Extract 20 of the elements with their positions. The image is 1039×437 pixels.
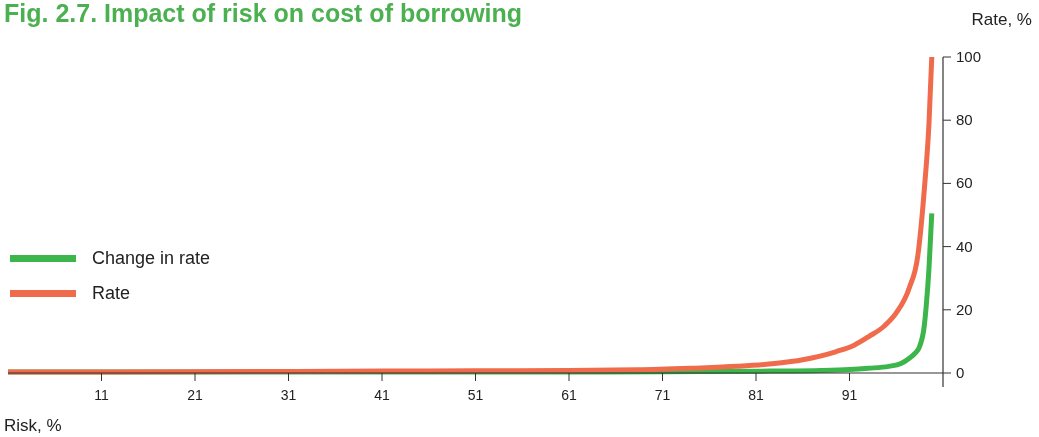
x-tick-label: 31 [280, 387, 297, 403]
y-tick-label: 0 [956, 364, 965, 381]
y-axis-title: Rate, % [971, 10, 1032, 29]
x-tick-label: 51 [467, 387, 484, 403]
y-tick-label: 80 [956, 111, 973, 129]
y-tick-label: 60 [956, 174, 973, 192]
y-tick-label: 100 [956, 48, 982, 65]
x-tick-label: 61 [561, 387, 577, 403]
x-tick-label: 81 [748, 387, 764, 403]
x-tick-label: 41 [374, 387, 390, 403]
chart-title: Fig. 2.7. Impact of risk on cost of borrowing [4, 0, 523, 27]
x-tick-label: 21 [187, 387, 203, 403]
y-tick-label: 40 [956, 237, 973, 255]
legend-label: Change in rate [92, 248, 211, 268]
x-tick-label: 11 [94, 387, 109, 403]
x-axis-title: Risk, % [4, 416, 62, 435]
legend-label: Rate [92, 283, 131, 303]
x-tick-label: 71 [654, 387, 671, 403]
y-tick-label: 20 [956, 300, 973, 318]
x-tick-label: 91 [841, 387, 858, 403]
